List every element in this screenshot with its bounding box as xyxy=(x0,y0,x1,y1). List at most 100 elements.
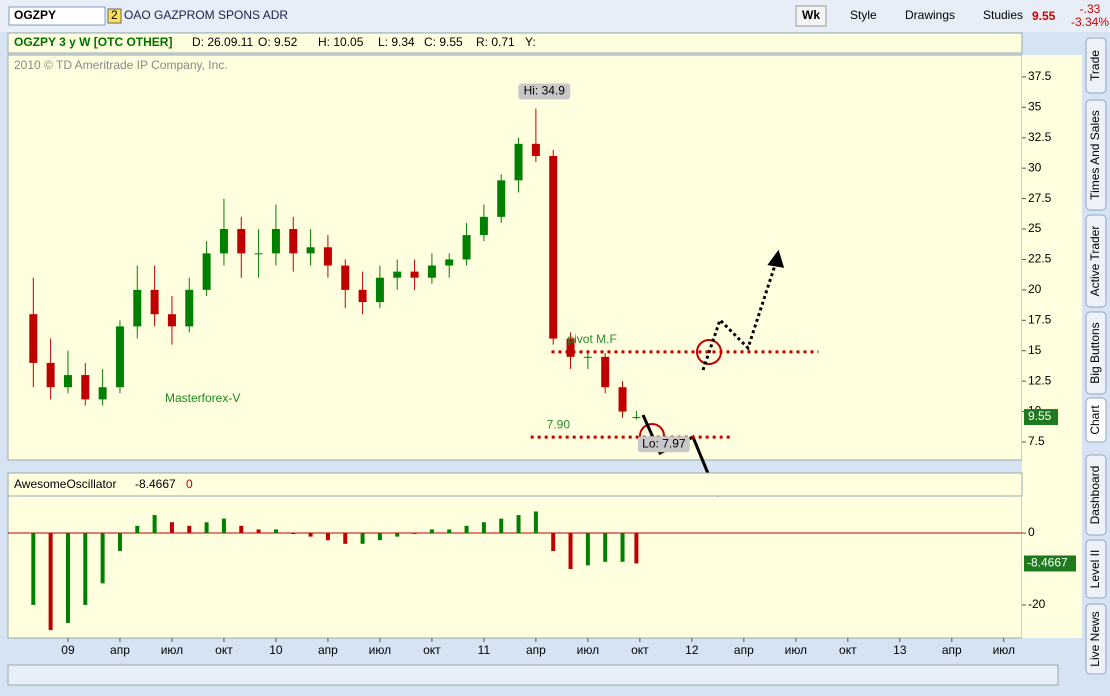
x-tick-label: июл xyxy=(993,643,1015,657)
annotation-box xyxy=(518,83,571,100)
candle-body xyxy=(237,229,246,254)
candle-body xyxy=(219,229,228,254)
candle-body xyxy=(115,326,124,388)
candle-body xyxy=(323,247,332,266)
candle-body xyxy=(549,156,558,339)
osc-bar xyxy=(551,533,556,552)
candle-body xyxy=(393,271,402,278)
candle-body xyxy=(98,387,107,400)
symbol: OGZPY xyxy=(14,8,56,22)
period-button[interactable] xyxy=(795,5,827,27)
candle-body xyxy=(202,253,211,290)
x-tick-label: июл xyxy=(161,643,183,657)
y-tick-label: 15 xyxy=(1028,343,1042,357)
candle-body xyxy=(514,143,523,181)
y-tick-label: 30 xyxy=(1028,160,1042,174)
link-badge[interactable] xyxy=(107,8,122,24)
osc-zero: 0 xyxy=(186,477,193,491)
x-tick-label: 11 xyxy=(478,643,491,657)
candle-body xyxy=(46,362,55,388)
osc-bar xyxy=(395,533,400,537)
symbol-box[interactable] xyxy=(8,6,106,26)
osc-bar xyxy=(447,529,452,534)
osc-bar xyxy=(412,533,417,535)
candle-body xyxy=(375,277,384,303)
header-bar xyxy=(7,32,1023,54)
arrowhead xyxy=(767,249,785,268)
price-panel xyxy=(7,54,1023,461)
candle-body xyxy=(358,289,367,303)
link: 2 xyxy=(111,8,118,22)
osc-bar xyxy=(481,522,486,534)
osc-bar xyxy=(634,533,639,564)
style-button[interactable]: Style xyxy=(850,8,877,22)
candle-body xyxy=(462,235,471,260)
oscillator-panel xyxy=(7,472,1023,639)
x-tick-label: 09 xyxy=(61,643,75,657)
side-tab[interactable] xyxy=(1085,454,1107,536)
side-tab[interactable] xyxy=(1085,603,1107,675)
period: Wk xyxy=(802,8,820,22)
osc-bar xyxy=(169,522,174,534)
scrollbar[interactable] xyxy=(7,664,1059,686)
side-tab[interactable] xyxy=(1085,397,1107,443)
level-label: 7.90 xyxy=(547,417,571,431)
side-tab-label: Live News xyxy=(1088,611,1102,666)
x-tick-label: окт xyxy=(423,643,441,657)
osc-bar xyxy=(291,533,296,535)
osc-bar xyxy=(516,515,521,534)
osc-bar xyxy=(377,533,382,541)
y-tick-label: 27.5 xyxy=(1028,191,1052,205)
candle-body xyxy=(81,375,90,400)
candle-body xyxy=(427,265,436,278)
osc-bar xyxy=(239,525,244,534)
side-tab[interactable] xyxy=(1085,311,1107,395)
x-tick-label: 10 xyxy=(269,643,283,657)
y-tick-label: 12.5 xyxy=(1028,373,1052,387)
y-tick-label: 32.5 xyxy=(1028,130,1052,144)
side-tab[interactable] xyxy=(1085,37,1107,94)
x-tick-label: апр xyxy=(526,643,546,657)
y-field: Y: xyxy=(525,35,536,49)
x-tick-label: апр xyxy=(942,643,962,657)
osc-bar xyxy=(48,533,53,631)
open: O: 9.52 xyxy=(258,35,298,49)
candle-body xyxy=(254,253,263,255)
side-tab-label: Trade xyxy=(1088,50,1102,81)
axis-panel xyxy=(1022,55,1082,638)
osc-title: AwesomeOscillator xyxy=(14,477,116,491)
range: R: 0.71 xyxy=(476,35,515,49)
side-tab[interactable] xyxy=(1085,539,1107,599)
osc-bar xyxy=(31,533,36,605)
osc-bar xyxy=(585,533,590,566)
change: -.33 xyxy=(1080,2,1101,16)
y-tick-label: 0 xyxy=(1028,525,1035,539)
osc-bar xyxy=(152,515,157,534)
y-tick-label: 20 xyxy=(1028,282,1042,296)
date: D: 26.09.11 xyxy=(192,35,253,49)
last-value: -8.4667 xyxy=(1027,556,1068,570)
x-tick-label: июл xyxy=(785,643,807,657)
drawings-button[interactable]: Drawings xyxy=(905,8,955,22)
y-tick-label: 22.5 xyxy=(1028,252,1052,266)
side-tab-label: Dashboard xyxy=(1088,466,1102,525)
osc-bar xyxy=(343,533,348,544)
side-tab-label: Level II xyxy=(1088,550,1102,589)
studies-button[interactable]: Studies xyxy=(983,8,1023,22)
osc-bar xyxy=(221,518,226,534)
osc-bar xyxy=(603,533,608,562)
candle-body xyxy=(167,314,176,327)
x-tick-label: окт xyxy=(215,643,233,657)
candle-body xyxy=(150,289,159,315)
copyright: 2010 © TD Ameritrade IP Company, Inc. xyxy=(14,58,228,72)
side-tab[interactable] xyxy=(1085,214,1107,308)
candle-body xyxy=(583,356,592,358)
x-tick-label: окт xyxy=(631,643,649,657)
osc-bar xyxy=(620,533,625,562)
side-tab[interactable] xyxy=(1085,99,1107,211)
candle-body xyxy=(63,375,72,388)
x-tick-label: апр xyxy=(318,643,338,657)
candle-body xyxy=(271,229,280,254)
candle-body xyxy=(410,271,419,278)
